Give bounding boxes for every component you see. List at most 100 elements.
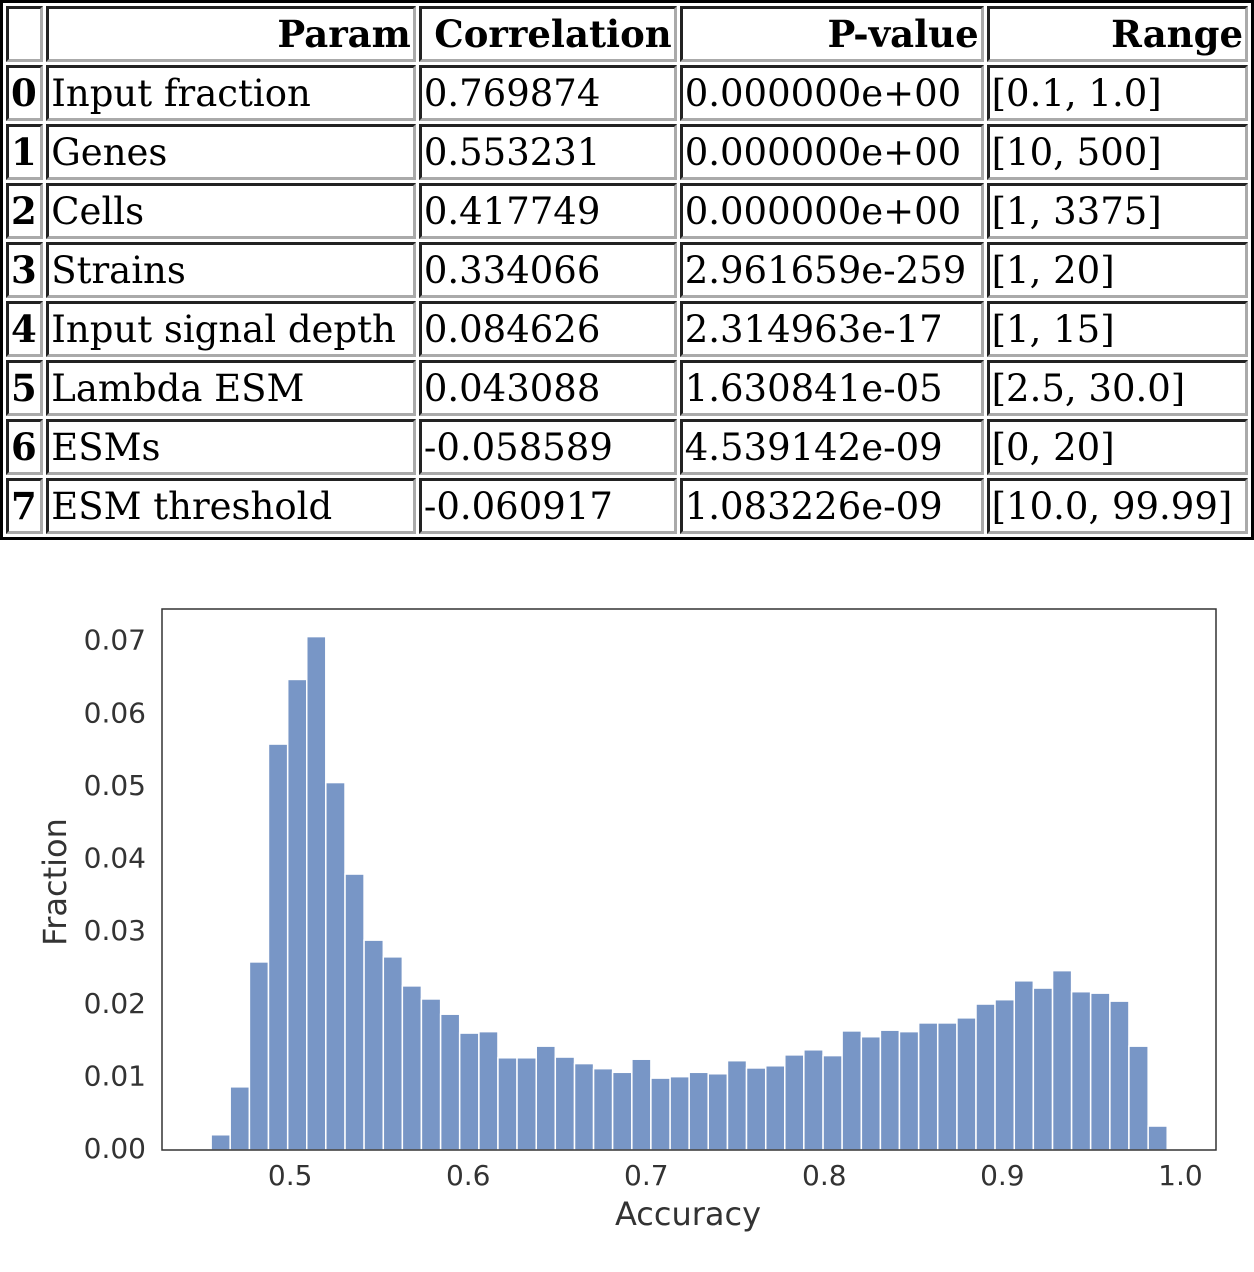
bar (573, 1062, 595, 1151)
bar (344, 873, 365, 1151)
row-index: 7 (6, 478, 44, 534)
table-cell: [0, 20] (986, 419, 1248, 475)
table-cell: ESMs (46, 419, 416, 475)
bar (956, 1017, 977, 1151)
bar (1032, 987, 1054, 1151)
bar (650, 1077, 671, 1151)
bar (745, 1067, 767, 1151)
bar (898, 1030, 920, 1151)
bar (325, 781, 346, 1151)
x-tick-label: 0.9 (980, 1159, 1025, 1192)
y-tick-label: 0.01 (84, 1059, 146, 1092)
table-cell: 2.314963e-17 (679, 301, 984, 357)
bar (1109, 1000, 1130, 1151)
bar (688, 1071, 709, 1151)
bar (822, 1054, 843, 1151)
chart: Accuracy Fraction 0.00 0.01 0.02 0.03 0.04 0.… (36, 608, 1217, 1233)
bar (439, 1013, 461, 1151)
bar (726, 1059, 748, 1151)
table-cell: [0.1, 1.0] (986, 65, 1248, 121)
row-index: 2 (6, 183, 44, 239)
table-row: 4 Input signal depth 0.084626 2.314963e-17[… (6, 301, 1248, 357)
bar (1070, 990, 1092, 1151)
plot-frame (161, 608, 1217, 1151)
bar (841, 1030, 863, 1151)
table-cell: 2.961659e-259 (679, 242, 984, 298)
column-header: Param (46, 6, 416, 62)
bar (554, 1056, 576, 1151)
table-cell: Genes (46, 124, 416, 180)
bar (267, 743, 289, 1151)
table-cell: Input signal depth (46, 301, 416, 357)
bar (535, 1045, 557, 1151)
x-tick-label: 0.8 (802, 1159, 847, 1192)
bar (210, 1134, 231, 1151)
bar (860, 1035, 882, 1151)
y-tick-label: 0.05 (84, 769, 146, 802)
table-row: 3 Strains 0.334066 2.961659e-259 [1, 20] (6, 242, 1248, 298)
y-tick-label: 0.03 (84, 914, 146, 947)
bar (784, 1054, 805, 1151)
x-tick-label: 0.7 (624, 1159, 669, 1192)
bar (420, 998, 442, 1151)
bar (936, 1022, 958, 1151)
bar (803, 1049, 824, 1151)
table-row: 7 ESM threshold -0.060917 1.083226e-09 [10.0… (6, 478, 1248, 534)
bar (669, 1075, 690, 1151)
table-cell: 4.539142e-09 (679, 419, 984, 475)
bar (631, 1058, 652, 1151)
bar (1089, 992, 1111, 1151)
y-tick-label: 0.04 (84, 842, 146, 875)
row-index: 5 (6, 360, 44, 416)
table-cell: [1, 15] (986, 301, 1248, 357)
table-cell: [10, 500] (986, 124, 1248, 180)
bar (707, 1073, 729, 1151)
table-row: 0 Input fraction 0.769874 0.000000e+00 [0.1,… (6, 65, 1248, 121)
y-axis-label: Fraction (36, 818, 74, 946)
column-header: Correlation (418, 6, 677, 62)
header-row: Param Correlation P-value Range (6, 6, 1248, 62)
bar (611, 1071, 633, 1151)
bar (382, 956, 404, 1151)
column-header: Range (986, 6, 1248, 62)
row-index: 1 (6, 124, 44, 180)
bar (229, 1086, 251, 1151)
table-cell: Strains (46, 242, 416, 298)
table-cell: [1, 3375] (986, 183, 1248, 239)
table-cell: [2.5, 30.0] (986, 360, 1248, 416)
y-tick-label: 0.00 (84, 1132, 146, 1165)
table-cell: 0.769874 (418, 65, 677, 121)
bar (305, 635, 327, 1151)
bar (1147, 1125, 1168, 1151)
y-tick-label: 0.02 (84, 987, 146, 1020)
y-tick-label: 0.06 (84, 696, 146, 729)
table-cell: 0.084626 (418, 301, 677, 357)
table-cell: 0.000000e+00 (679, 183, 984, 239)
bar (1051, 969, 1073, 1151)
table-cell: 0.000000e+00 (679, 65, 984, 121)
bar (248, 961, 270, 1151)
column-header: P-value (679, 6, 984, 62)
table-cell: 1.630841e-05 (679, 360, 984, 416)
row-index: 0 (6, 65, 44, 121)
bar (994, 998, 1016, 1151)
bar (764, 1065, 786, 1151)
table-cell: Lambda ESM (46, 360, 416, 416)
table-cell: -0.060917 (418, 478, 677, 534)
table-cell: 0.334066 (418, 242, 677, 298)
bar (363, 939, 385, 1151)
table-row: 6 ESMs -0.058589 4.539142e-09 [0, 20] (6, 419, 1248, 475)
bar (592, 1067, 614, 1151)
table-cell: [1, 20] (986, 242, 1248, 298)
table-cell: 1.083226e-09 (679, 478, 984, 534)
table-cell: 0.000000e+00 (679, 124, 984, 180)
table-cell: Input fraction (46, 65, 416, 121)
bar (478, 1030, 499, 1151)
row-index: 4 (6, 301, 44, 357)
row-index: 3 (6, 242, 44, 298)
bar (879, 1029, 901, 1151)
x-tick-label: 0.6 (446, 1159, 491, 1192)
bar (516, 1057, 537, 1151)
x-axis-label: Accuracy (615, 1195, 761, 1233)
